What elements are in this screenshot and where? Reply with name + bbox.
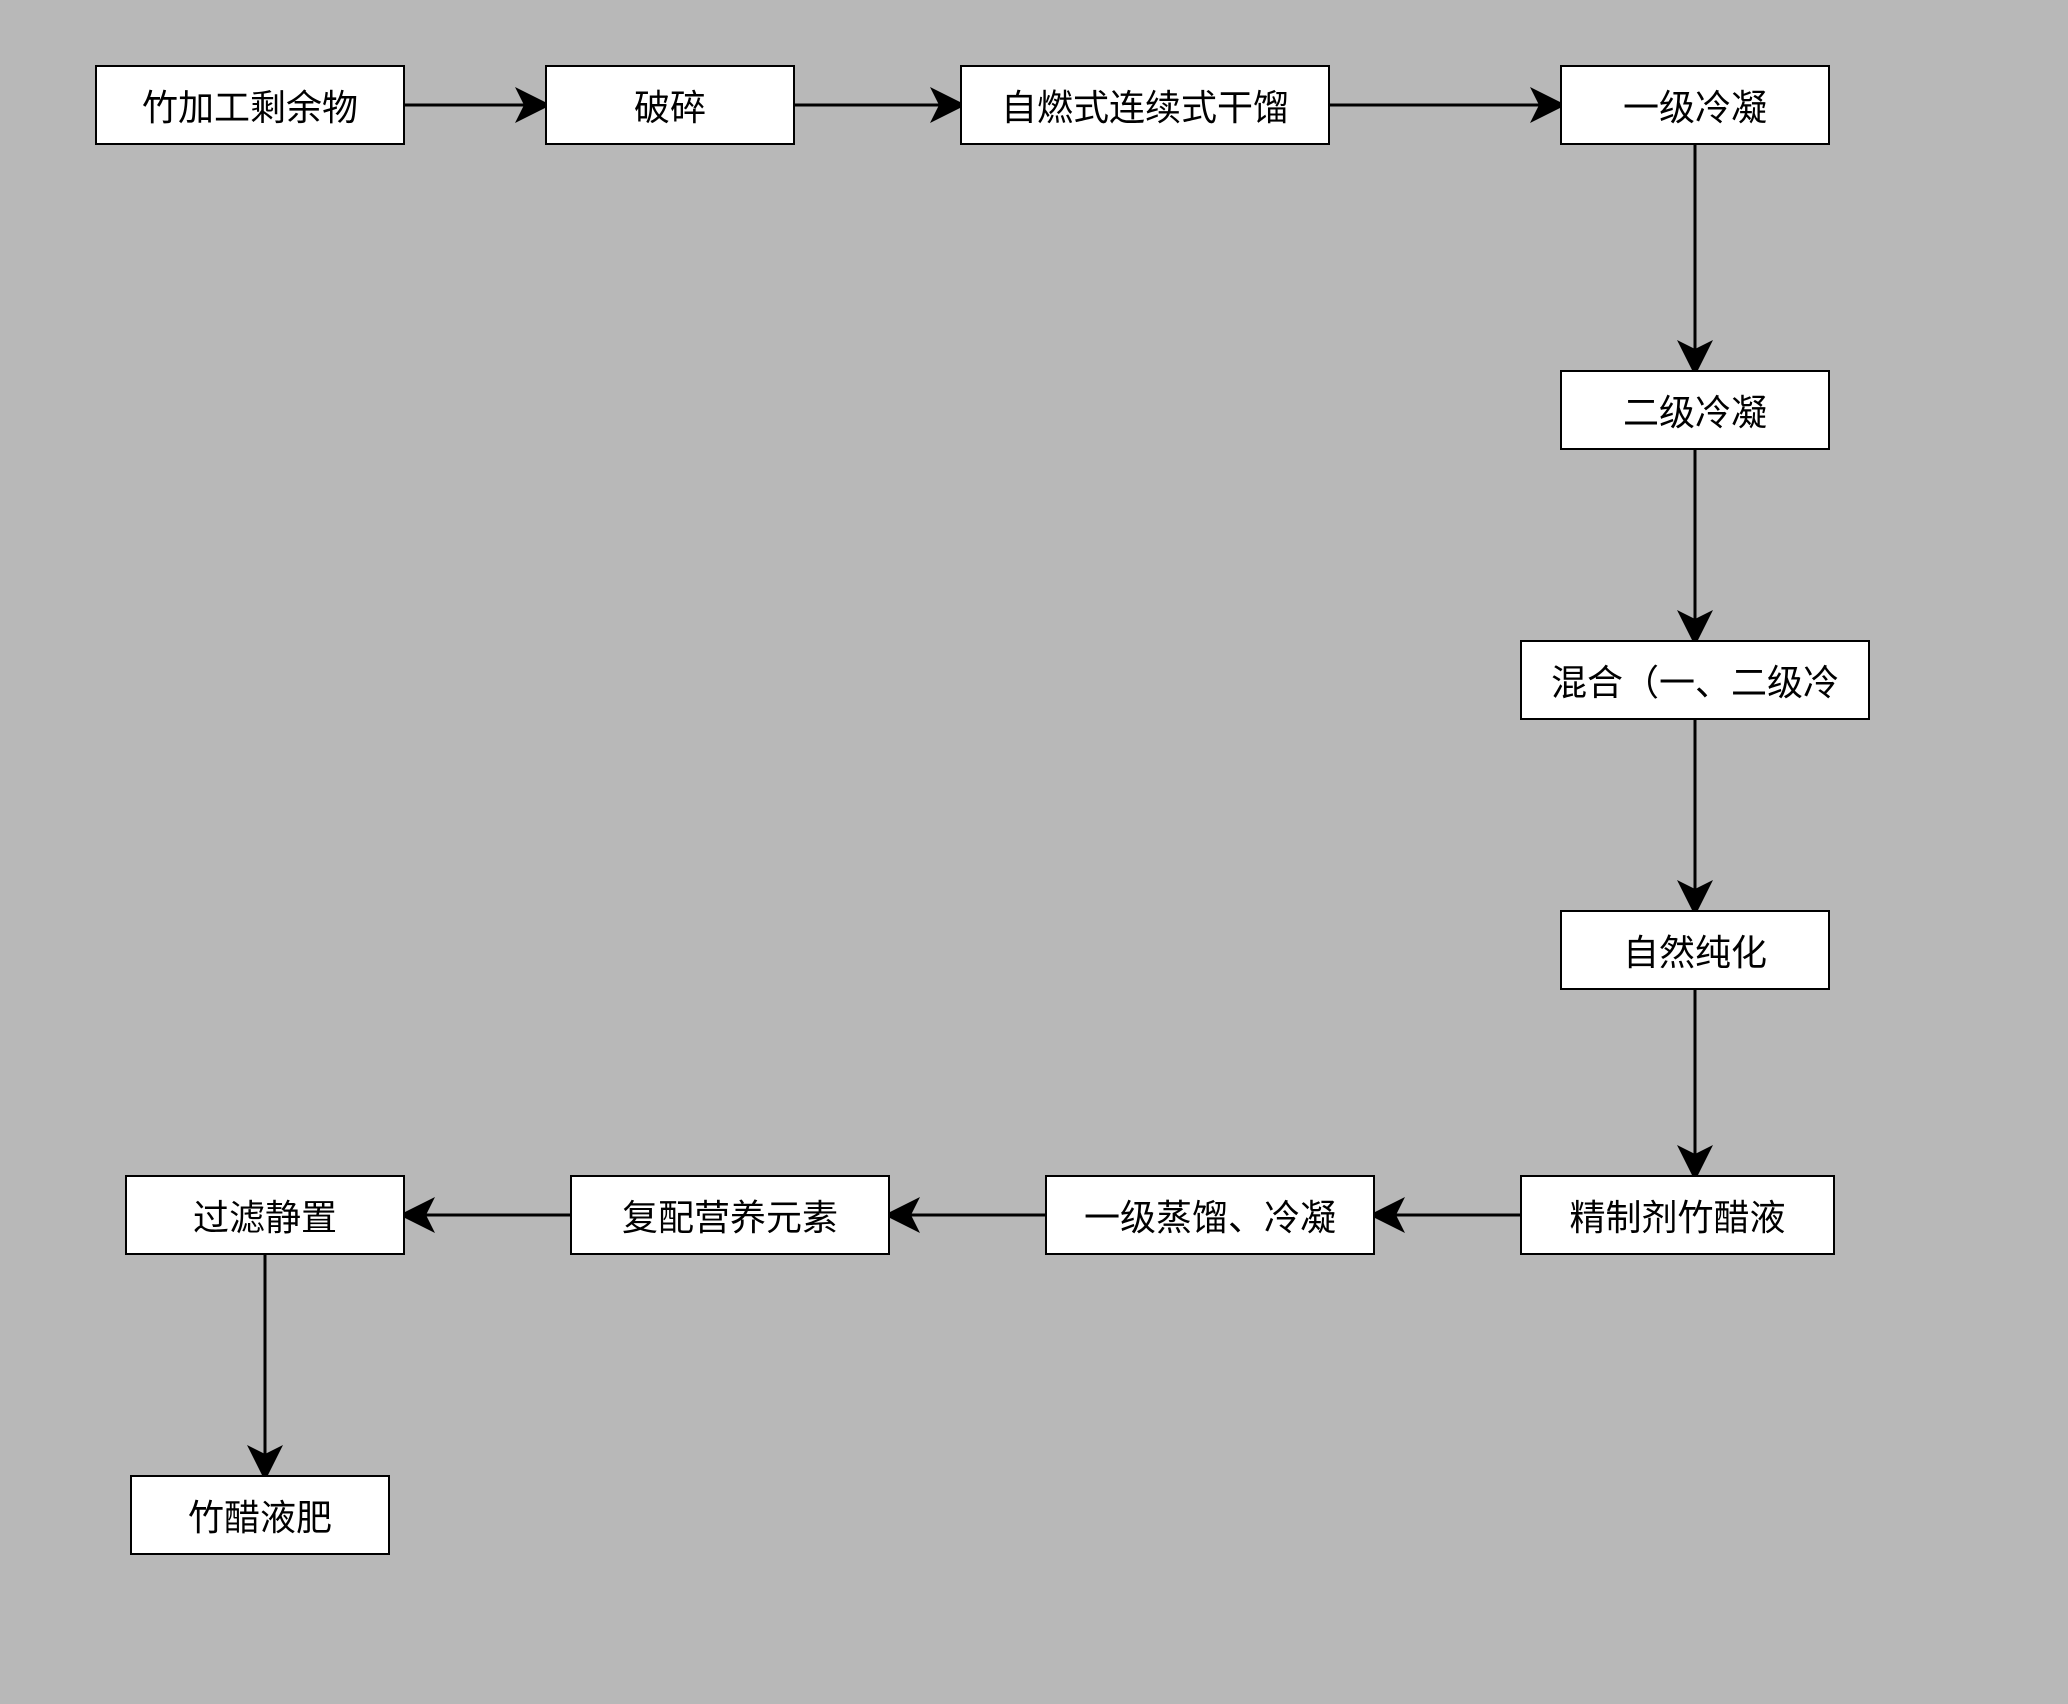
flow-node-label: 自然纯化 xyxy=(1623,924,1767,976)
flow-node-n5: 二级冷凝 xyxy=(1560,370,1830,450)
flow-node-label: 一级冷凝 xyxy=(1623,79,1767,131)
flow-node-label: 竹加工剩余物 xyxy=(142,79,358,131)
flow-node-label: 一级蒸馏、冷凝 xyxy=(1084,1189,1336,1241)
flow-node-label: 混合（一、二级冷 xyxy=(1551,654,1839,706)
flow-node-n12: 竹醋液肥 xyxy=(130,1475,390,1555)
flow-node-label: 复配营养元素 xyxy=(622,1189,838,1241)
flow-node-n4: 一级冷凝 xyxy=(1560,65,1830,145)
flow-node-label: 精制剂竹醋液 xyxy=(1569,1189,1785,1241)
flow-node-n3: 自燃式连续式干馏 xyxy=(960,65,1330,145)
flow-node-label: 自燃式连续式干馏 xyxy=(1001,79,1289,131)
flow-node-label: 二级冷凝 xyxy=(1623,384,1767,436)
flow-node-n8: 精制剂竹醋液 xyxy=(1520,1175,1835,1255)
flowchart-canvas: 竹加工剩余物 破碎 自燃式连续式干馏 一级冷凝二级冷凝混合（一、二级冷自然纯化精制剂竹… xyxy=(0,0,2068,1704)
flow-node-label: 破碎 xyxy=(634,79,706,131)
arrow-layer xyxy=(0,0,2068,1704)
flow-node-n2: 破碎 xyxy=(545,65,795,145)
flow-node-n9: 一级蒸馏、冷凝 xyxy=(1045,1175,1375,1255)
flow-node-n6: 混合（一、二级冷 xyxy=(1520,640,1870,720)
flow-node-label: 过滤静置 xyxy=(193,1189,337,1241)
flow-node-n11: 过滤静置 xyxy=(125,1175,405,1255)
flow-node-n7: 自然纯化 xyxy=(1560,910,1830,990)
flow-node-n10: 复配营养元素 xyxy=(570,1175,890,1255)
flow-node-n1: 竹加工剩余物 xyxy=(95,65,405,145)
flow-node-label: 竹醋液肥 xyxy=(188,1489,332,1541)
